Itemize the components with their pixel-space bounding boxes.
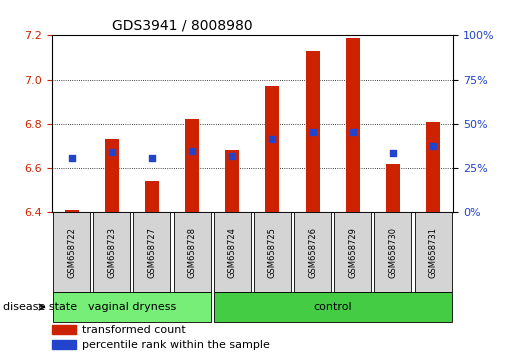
Point	[389, 150, 397, 156]
Text: GSM658722: GSM658722	[67, 227, 76, 278]
Text: GSM658730: GSM658730	[388, 227, 398, 278]
Point	[188, 148, 196, 154]
Bar	[346, 38, 360, 212]
Text: GSM658727: GSM658727	[147, 227, 157, 278]
Bar	[305, 51, 320, 212]
FancyBboxPatch shape	[93, 212, 130, 292]
Text: GSM658726: GSM658726	[308, 227, 317, 278]
Text: percentile rank within the sample: percentile rank within the sample	[81, 340, 269, 350]
FancyBboxPatch shape	[214, 212, 251, 292]
FancyBboxPatch shape	[53, 292, 211, 322]
FancyBboxPatch shape	[254, 212, 291, 292]
Bar	[145, 181, 159, 212]
Text: disease state: disease state	[3, 302, 77, 312]
Bar	[225, 150, 239, 212]
FancyBboxPatch shape	[214, 292, 452, 322]
Text: GSM658724: GSM658724	[228, 227, 237, 278]
Text: GSM658731: GSM658731	[428, 227, 438, 278]
Point	[349, 130, 357, 135]
FancyBboxPatch shape	[374, 212, 411, 292]
Point	[108, 149, 116, 154]
Bar	[64, 210, 79, 212]
FancyBboxPatch shape	[174, 212, 211, 292]
Point	[268, 136, 277, 142]
Point	[148, 155, 156, 160]
Bar	[105, 139, 119, 212]
Text: GSM658729: GSM658729	[348, 227, 357, 278]
Point	[308, 130, 317, 135]
Point	[228, 153, 236, 159]
FancyBboxPatch shape	[415, 212, 452, 292]
Bar	[426, 122, 440, 212]
Text: vaginal dryness: vaginal dryness	[88, 302, 176, 312]
Bar	[52, 340, 76, 349]
Text: control: control	[313, 302, 352, 312]
FancyBboxPatch shape	[334, 212, 371, 292]
FancyBboxPatch shape	[133, 212, 170, 292]
Text: GSM658723: GSM658723	[107, 227, 116, 278]
Text: transformed count: transformed count	[81, 325, 185, 335]
Bar	[185, 119, 199, 212]
Point	[67, 155, 76, 161]
Text: GSM658728: GSM658728	[187, 227, 197, 278]
Bar	[265, 86, 280, 212]
FancyBboxPatch shape	[294, 212, 331, 292]
FancyBboxPatch shape	[53, 212, 90, 292]
Point	[429, 143, 437, 149]
Bar	[386, 164, 400, 212]
Text: GDS3941 / 8008980: GDS3941 / 8008980	[112, 19, 252, 33]
Bar	[52, 325, 76, 334]
Text: GSM658725: GSM658725	[268, 227, 277, 278]
